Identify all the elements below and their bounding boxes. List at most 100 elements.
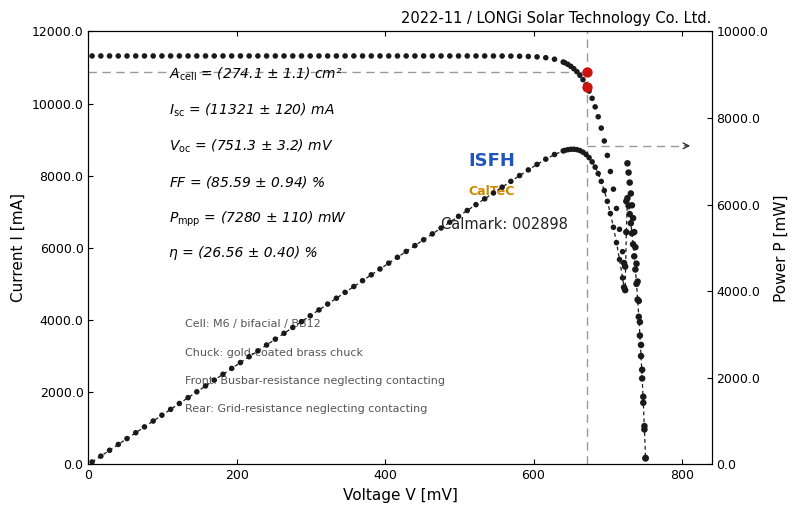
Point (452, 52, 465, 60)
Point (567, 145, 580, 153)
Point (173, 52, 186, 60)
Point (620, 197, 633, 206)
Point (639, 454, 652, 463)
Point (513, 52, 526, 60)
Y-axis label: Current I [mA]: Current I [mA] (11, 193, 26, 302)
Point (557, 58, 570, 66)
Point (582, 154, 595, 162)
Point (103, 446, 116, 454)
Point (632, 297, 645, 305)
Point (622, 201, 635, 210)
Point (322, 300, 334, 308)
Point (586, 158, 598, 166)
Point (592, 170, 605, 178)
Point (626, 214, 639, 222)
Point (570, 145, 583, 154)
Text: Cell: M6 / bifacial / BB12: Cell: M6 / bifacial / BB12 (185, 319, 321, 329)
Point (409, 52, 422, 60)
Point (313, 306, 326, 314)
Point (461, 52, 474, 60)
Point (391, 52, 404, 60)
Point (409, 242, 422, 250)
Point (621, 194, 634, 202)
Point (190, 52, 203, 60)
Point (278, 52, 290, 60)
Point (630, 280, 643, 288)
Point (164, 405, 177, 413)
Point (592, 113, 605, 121)
Point (418, 52, 430, 60)
Point (217, 370, 230, 378)
Point (443, 52, 456, 60)
Point (269, 335, 282, 343)
Point (567, 65, 580, 73)
Point (630, 260, 643, 268)
Point (631, 296, 644, 304)
Point (434, 52, 447, 60)
Point (217, 52, 230, 60)
Point (418, 235, 430, 244)
Text: 2022-11 / LONGi Solar Technology Co. Ltd.: 2022-11 / LONGi Solar Technology Co. Ltd… (402, 11, 711, 26)
Point (155, 411, 168, 419)
Point (622, 169, 635, 177)
Point (130, 52, 142, 60)
Text: $A_{\mathrm{cell}}$ = (274.1 ± 1.1) cm²: $A_{\mathrm{cell}}$ = (274.1 ± 1.1) cm² (170, 66, 343, 83)
Point (618, 263, 631, 271)
Point (182, 394, 194, 402)
Point (138, 423, 151, 431)
Point (400, 52, 413, 60)
Point (146, 417, 159, 425)
Point (251, 52, 264, 60)
Point (121, 52, 134, 60)
Point (625, 189, 638, 197)
Point (595, 124, 608, 132)
Point (278, 329, 290, 337)
Point (505, 177, 518, 186)
Point (304, 311, 317, 320)
Point (146, 52, 159, 60)
Point (391, 253, 404, 262)
Point (121, 434, 134, 443)
Point (586, 94, 598, 102)
Point (581, 67, 594, 76)
Text: $V_{\mathrm{oc}}$ = (751.3 ± 3.2) mV: $V_{\mathrm{oc}}$ = (751.3 ± 3.2) mV (170, 138, 334, 155)
Point (637, 399, 650, 407)
Point (626, 240, 639, 248)
Point (173, 399, 186, 408)
Point (636, 365, 649, 374)
Point (620, 228, 633, 236)
Point (607, 223, 620, 231)
Point (347, 282, 360, 290)
Point (155, 52, 168, 60)
Point (304, 52, 317, 60)
Point (130, 429, 142, 437)
Point (522, 52, 534, 61)
Point (338, 288, 351, 297)
Point (564, 145, 577, 153)
Point (626, 201, 638, 209)
Point (86, 458, 98, 466)
Point (580, 81, 593, 89)
Point (86, 52, 98, 60)
Point (629, 243, 642, 251)
Point (226, 52, 238, 60)
Point (330, 52, 342, 60)
Point (577, 76, 590, 84)
Point (604, 168, 617, 176)
Point (242, 353, 255, 361)
Point (631, 278, 644, 286)
Point (295, 318, 308, 326)
Point (190, 388, 203, 396)
Point (365, 52, 378, 60)
Point (580, 151, 593, 159)
Point (199, 382, 212, 390)
Text: ISFH: ISFH (469, 152, 515, 170)
Point (251, 347, 264, 355)
Point (610, 205, 623, 213)
Point (628, 228, 641, 236)
Point (595, 177, 608, 186)
Point (616, 274, 629, 282)
Point (199, 52, 212, 60)
Point (356, 277, 369, 285)
Point (539, 155, 552, 163)
